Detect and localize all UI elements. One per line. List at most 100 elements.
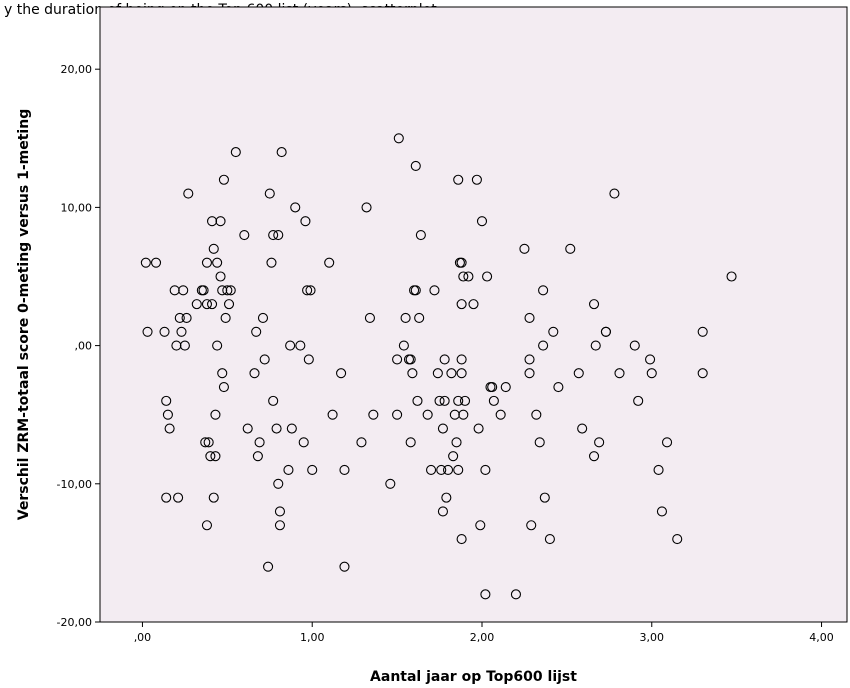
scatter-point	[524, 354, 535, 365]
scatter-point	[392, 409, 403, 420]
scatter-point	[661, 437, 673, 448]
scatter-point	[442, 464, 454, 476]
scatter-point	[268, 395, 279, 406]
scatter-point	[476, 216, 488, 227]
scatter-point	[538, 285, 549, 296]
scatter-point	[230, 147, 241, 158]
scatter-point	[215, 216, 226, 227]
scatter-point	[407, 368, 418, 379]
x-tick-label: 3,00	[640, 631, 665, 644]
scatter-point	[480, 589, 491, 600]
scatter-point	[183, 188, 194, 199]
scatter-point	[327, 409, 338, 420]
scatter-point	[201, 257, 213, 268]
scatter-point	[436, 464, 447, 476]
scatter-point	[412, 395, 423, 406]
scatter-point	[473, 423, 484, 434]
scatter-point	[456, 299, 467, 310]
scatter-point	[531, 409, 542, 420]
x-axis-title: Aantal jaar op Top600 lijst	[370, 669, 577, 685]
scatter-point	[150, 257, 162, 268]
scatter-point	[488, 395, 499, 406]
scatter-point	[645, 354, 656, 365]
scatter-point	[410, 285, 421, 296]
scatter-point	[164, 423, 175, 434]
scatter-point	[290, 202, 301, 213]
scatter-point	[191, 299, 202, 310]
scatter-point	[405, 354, 416, 365]
scatter-point	[254, 437, 265, 448]
scatter-point	[173, 492, 184, 503]
scatter-point	[519, 243, 530, 254]
scatter-point	[361, 202, 372, 213]
scatter-point	[176, 326, 187, 337]
scatter-point	[385, 478, 396, 489]
scatter-point	[225, 285, 236, 296]
scatter-point	[217, 368, 228, 379]
scatter-point	[480, 464, 491, 476]
scatter-point	[218, 174, 229, 185]
scatter-point	[656, 506, 667, 517]
scatter-point	[697, 326, 708, 337]
scatter-points	[140, 133, 737, 600]
scatter-point	[405, 437, 416, 448]
y-tick-label: 10,00	[61, 201, 93, 214]
scatter-point	[439, 395, 450, 406]
scatter-point	[285, 340, 296, 351]
scatter-point	[364, 312, 375, 324]
scatter-point	[400, 312, 411, 324]
scatter-point	[208, 243, 219, 254]
scatter-point	[456, 534, 467, 545]
scatter-point	[398, 340, 409, 351]
scatter-point	[242, 423, 253, 434]
scatter-point	[500, 382, 511, 393]
x-tick-label: 4,00	[809, 631, 834, 644]
scatter-point	[426, 464, 437, 476]
scatter-point	[307, 464, 318, 476]
scatter-point	[336, 368, 347, 379]
scatter-point	[266, 257, 277, 268]
scatter-point	[524, 312, 535, 324]
scatter-point	[432, 368, 443, 379]
scatter-point	[456, 257, 467, 268]
plot-area	[99, 6, 848, 623]
scatter-point	[142, 326, 153, 337]
scatter-point	[222, 285, 233, 296]
scatter-point	[212, 340, 223, 351]
y-tick-label: -20,00	[57, 616, 92, 629]
scatter-point	[633, 395, 644, 406]
scatter-point	[456, 354, 467, 365]
scatter-point	[198, 285, 209, 296]
scatter-point	[410, 160, 421, 171]
scatter-point	[302, 285, 313, 296]
scatter-point	[203, 437, 214, 448]
scatter-point	[205, 451, 216, 462]
scatter-point	[594, 437, 605, 448]
scatter-point	[590, 340, 601, 351]
scatter-point	[263, 561, 274, 572]
scatter-point	[273, 229, 284, 241]
scatter-point	[588, 451, 600, 462]
scatter-point	[207, 299, 218, 310]
scatter-point	[274, 506, 286, 517]
scatter-point	[179, 340, 190, 351]
scatter-point	[181, 312, 192, 324]
scatter-point	[264, 188, 275, 199]
scatter-point	[588, 299, 600, 310]
scatter-point	[646, 368, 657, 379]
scatter-point	[298, 437, 309, 448]
scatter-point	[487, 382, 498, 393]
scatter-point	[672, 534, 683, 545]
scatter-point	[446, 368, 457, 379]
scatter-point	[174, 312, 185, 324]
scatter-point	[629, 340, 640, 351]
x-tick-label: 1,00	[300, 631, 325, 644]
scatter-point	[422, 409, 433, 420]
scatter-point	[249, 368, 260, 379]
scatter-point	[300, 216, 311, 227]
scatter-point	[274, 520, 286, 531]
axis-ticks: ,00 1,00 2,00 3,00 4,00 -20,00 -10,00 ,00 10,00 2…	[57, 63, 834, 644]
scatter-point	[448, 451, 459, 462]
y-tick-label: -10,00	[57, 478, 92, 491]
